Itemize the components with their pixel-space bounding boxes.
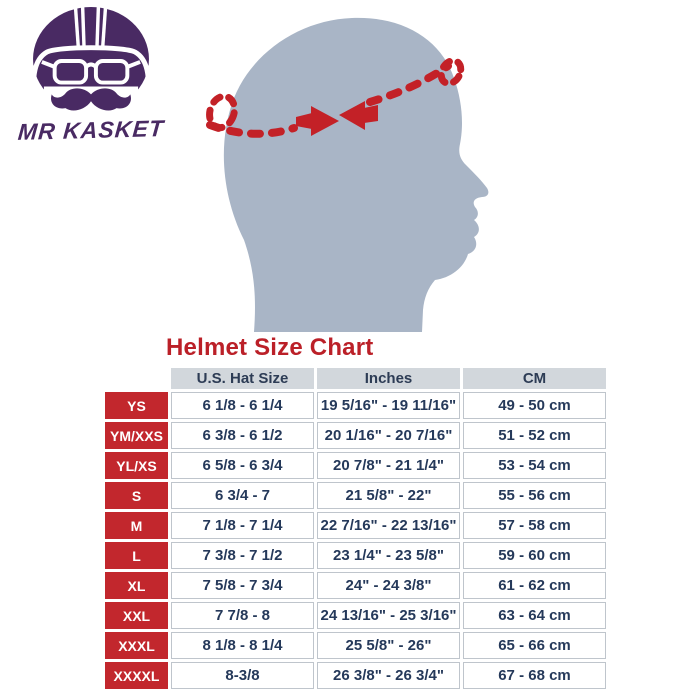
table-row: XL 7 5/8 - 7 3/4 24" - 24 3/8" 61 - 62 c… xyxy=(105,572,606,599)
brand-name: MR KASKET xyxy=(16,115,166,145)
inches-cell: 19 5/16" - 19 11/16" xyxy=(317,392,460,419)
hat-size-cell: 8 1/8 - 8 1/4 xyxy=(171,632,314,659)
glasses-icon xyxy=(41,59,141,85)
inches-cell: 24 13/16" - 25 3/16" xyxy=(317,602,460,629)
size-label: XXXL xyxy=(105,632,168,659)
hat-size-cell: 6 1/8 - 6 1/4 xyxy=(171,392,314,419)
table-header-row: U.S. Hat Size Inches CM xyxy=(105,368,606,389)
column-header-cm: CM xyxy=(463,368,606,389)
table-row: YM/XXS 6 3/8 - 6 1/2 20 1/16" - 20 7/16"… xyxy=(105,422,606,449)
size-label: YL/XS xyxy=(105,452,168,479)
helmet-mascot-icon xyxy=(31,6,151,115)
inches-cell: 20 1/16" - 20 7/16" xyxy=(317,422,460,449)
cm-cell: 63 - 64 cm xyxy=(463,602,606,629)
brand-logo: MR KASKET xyxy=(12,4,170,145)
cm-cell: 61 - 62 cm xyxy=(463,572,606,599)
cm-cell: 57 - 58 cm xyxy=(463,512,606,539)
column-header-hat-size: U.S. Hat Size xyxy=(171,368,314,389)
mustache-icon xyxy=(51,88,131,111)
inches-cell: 20 7/8" - 21 1/4" xyxy=(317,452,460,479)
table-row: XXXL 8 1/8 - 8 1/4 25 5/8" - 26" 65 - 66… xyxy=(105,632,606,659)
hat-size-cell: 7 1/8 - 7 1/4 xyxy=(171,512,314,539)
table-row: YL/XS 6 5/8 - 6 3/4 20 7/8" - 21 1/4" 53… xyxy=(105,452,606,479)
column-header-inches: Inches xyxy=(317,368,460,389)
helmet-rim xyxy=(31,45,151,109)
table-row: XXXXL 8-3/8 26 3/8" - 26 3/4" 67 - 68 cm xyxy=(105,662,606,689)
size-label: XXL xyxy=(105,602,168,629)
helmet-stripes xyxy=(73,6,108,50)
table-row: XXL 7 7/8 - 8 24 13/16" - 25 3/16" 63 - … xyxy=(105,602,606,629)
corner-cell xyxy=(105,368,168,389)
tape-arrows xyxy=(296,101,378,136)
inches-cell: 26 3/8" - 26 3/4" xyxy=(317,662,460,689)
table-row: S 6 3/4 - 7 21 5/8" - 22" 55 - 56 cm xyxy=(105,482,606,509)
inches-cell: 21 5/8" - 22" xyxy=(317,482,460,509)
page-title: Helmet Size Chart xyxy=(166,334,374,361)
hat-size-cell: 7 5/8 - 7 3/4 xyxy=(171,572,314,599)
table-row: M 7 1/8 - 7 1/4 22 7/16" - 22 13/16" 57 … xyxy=(105,512,606,539)
size-label: M xyxy=(105,512,168,539)
cm-cell: 51 - 52 cm xyxy=(463,422,606,449)
measuring-tape-icon xyxy=(206,57,465,138)
size-label: YS xyxy=(105,392,168,419)
size-label: YM/XXS xyxy=(105,422,168,449)
hat-size-cell: 6 5/8 - 6 3/4 xyxy=(171,452,314,479)
hat-size-cell: 8-3/8 xyxy=(171,662,314,689)
inches-cell: 25 5/8" - 26" xyxy=(317,632,460,659)
size-label: S xyxy=(105,482,168,509)
inches-cell: 23 1/4" - 23 5/8" xyxy=(317,542,460,569)
head-silhouette xyxy=(223,17,489,332)
table-row: L 7 3/8 - 7 1/2 23 1/4" - 23 5/8" 59 - 6… xyxy=(105,542,606,569)
hat-size-cell: 7 7/8 - 8 xyxy=(171,602,314,629)
size-label: XL xyxy=(105,572,168,599)
inches-cell: 22 7/16" - 22 13/16" xyxy=(317,512,460,539)
size-table: U.S. Hat Size Inches CM YS 6 1/8 - 6 1/4… xyxy=(102,365,609,692)
hat-size-cell: 7 3/8 - 7 1/2 xyxy=(171,542,314,569)
cm-cell: 49 - 50 cm xyxy=(463,392,606,419)
cm-cell: 55 - 56 cm xyxy=(463,482,606,509)
cm-cell: 67 - 68 cm xyxy=(463,662,606,689)
hat-size-cell: 6 3/8 - 6 1/2 xyxy=(171,422,314,449)
size-label: L xyxy=(105,542,168,569)
cm-cell: 53 - 54 cm xyxy=(463,452,606,479)
cm-cell: 59 - 60 cm xyxy=(463,542,606,569)
cm-cell: 65 - 66 cm xyxy=(463,632,606,659)
hat-size-cell: 6 3/4 - 7 xyxy=(171,482,314,509)
head-measurement-illustration xyxy=(206,17,489,332)
size-label: XXXXL xyxy=(105,662,168,689)
table-row: YS 6 1/8 - 6 1/4 19 5/16" - 19 11/16" 49… xyxy=(105,392,606,419)
inches-cell: 24" - 24 3/8" xyxy=(317,572,460,599)
